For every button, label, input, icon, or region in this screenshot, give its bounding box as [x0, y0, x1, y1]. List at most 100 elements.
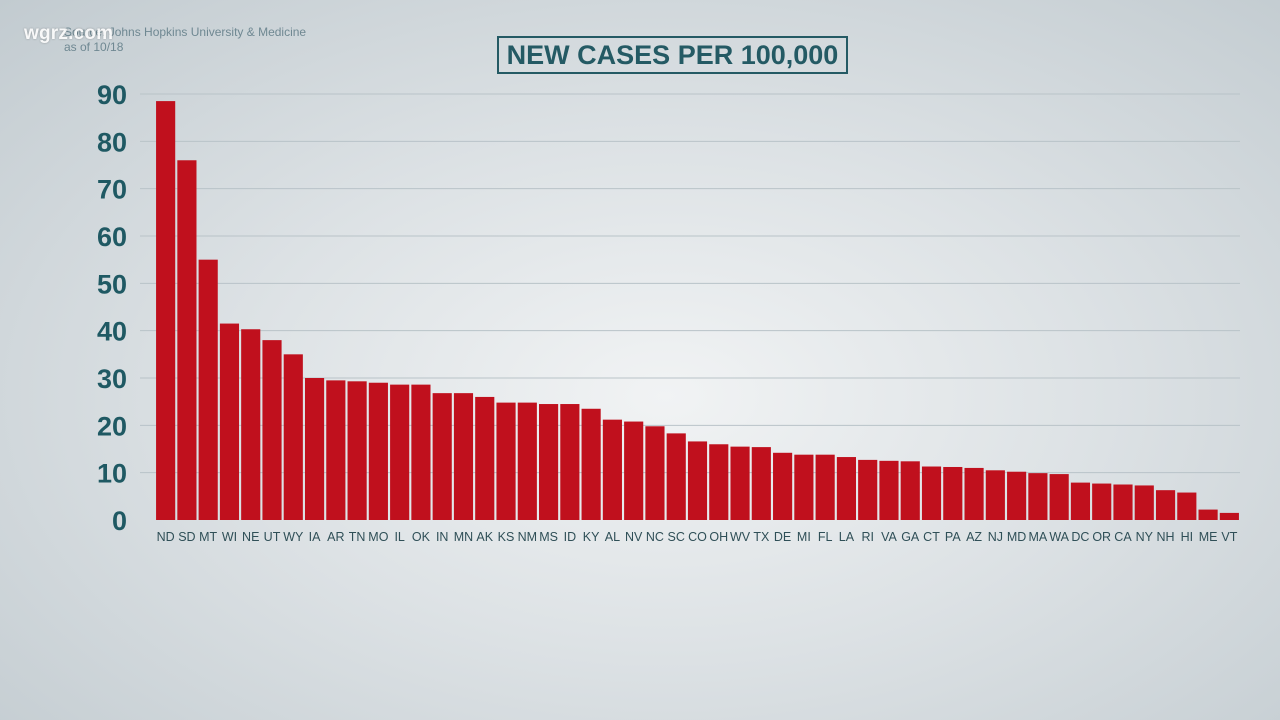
- x-tick-label: TN: [349, 530, 366, 544]
- bar-va: [879, 460, 899, 520]
- x-tick-label: NV: [625, 530, 643, 544]
- x-axis-ticks: ND SD MT WI NE UT WY IA AR TN MO IL OK IN MN AK KS NM MS ID…: [157, 530, 1238, 544]
- x-tick-label: OR: [1092, 530, 1111, 544]
- x-tick-label: AR: [327, 530, 344, 544]
- y-tick-label: 20: [97, 411, 127, 441]
- bar-ca: [1113, 484, 1133, 520]
- y-tick-label: 30: [97, 364, 127, 394]
- x-tick-label: NE: [242, 530, 259, 544]
- bars: [156, 101, 1239, 520]
- x-tick-label: ND: [157, 530, 175, 544]
- y-tick-label: 10: [97, 459, 127, 489]
- bar-fl: [815, 454, 835, 520]
- x-tick-label: VA: [881, 530, 897, 544]
- x-tick-label: MN: [454, 530, 473, 544]
- bar-sd: [177, 160, 197, 520]
- bar-al: [602, 419, 622, 520]
- bar-nj: [985, 470, 1005, 520]
- x-tick-label: ME: [1199, 530, 1218, 544]
- x-tick-label: SC: [668, 530, 685, 544]
- x-tick-label: MA: [1029, 530, 1048, 544]
- chart-title-box: NEW CASES PER 100,000: [497, 36, 848, 74]
- x-tick-label: VT: [1221, 530, 1237, 544]
- bar-az: [964, 467, 984, 520]
- bar-oh: [709, 444, 729, 520]
- x-tick-label: MT: [199, 530, 217, 544]
- x-tick-label: CA: [1114, 530, 1132, 544]
- x-tick-label: NC: [646, 530, 664, 544]
- x-tick-label: HI: [1181, 530, 1194, 544]
- x-tick-label: IN: [436, 530, 449, 544]
- bar-wv: [730, 446, 750, 520]
- bar-in: [432, 393, 452, 520]
- bar-id: [560, 404, 580, 520]
- x-tick-label: GA: [901, 530, 920, 544]
- bar-or: [1092, 483, 1112, 520]
- bar-ms: [539, 404, 559, 520]
- source-line: Source: Johns Hopkins University & Medic…: [64, 25, 307, 39]
- bar-mi: [794, 454, 814, 520]
- x-tick-label: IL: [394, 530, 404, 544]
- x-tick-label: TX: [753, 530, 770, 544]
- bar-ri: [858, 459, 878, 520]
- x-tick-label: NY: [1136, 530, 1154, 544]
- bar-ar: [326, 380, 346, 520]
- bar-sc: [666, 433, 686, 520]
- x-tick-label: NM: [518, 530, 537, 544]
- x-tick-label: MO: [368, 530, 388, 544]
- x-tick-label: MS: [539, 530, 558, 544]
- bar-me: [1198, 509, 1218, 520]
- y-tick-label: 80: [97, 127, 127, 157]
- bar-ia: [304, 378, 325, 520]
- bar-ks: [496, 402, 516, 520]
- bar-ky: [581, 408, 601, 520]
- gridlines: [140, 93, 1240, 474]
- x-tick-label: AL: [605, 530, 620, 544]
- x-tick-label: FL: [818, 530, 833, 544]
- chart-title: NEW CASES PER 100,000: [506, 39, 839, 70]
- bar-ne: [241, 329, 261, 520]
- x-tick-label: CT: [923, 530, 940, 544]
- y-tick-label: 60: [97, 222, 127, 252]
- bar-de: [773, 452, 793, 520]
- x-tick-label: PA: [945, 530, 961, 544]
- bar-nd: [156, 101, 176, 520]
- bar-nh: [1155, 490, 1176, 520]
- bar-wi: [219, 323, 240, 520]
- x-tick-label: KS: [498, 530, 515, 544]
- x-tick-label: DE: [774, 530, 791, 544]
- bar-nm: [517, 402, 537, 520]
- x-tick-label: NH: [1157, 530, 1175, 544]
- x-tick-label: DC: [1071, 530, 1089, 544]
- x-tick-label: WA: [1049, 530, 1069, 544]
- bar-tx: [751, 447, 771, 520]
- bar-hi: [1177, 492, 1197, 520]
- x-tick-label: WV: [730, 530, 751, 544]
- bar-mn: [453, 393, 474, 520]
- bar-vt: [1219, 512, 1239, 520]
- bar-ma: [1028, 473, 1048, 520]
- x-tick-label: RI: [861, 530, 874, 544]
- bar-ct: [921, 466, 942, 520]
- x-tick-label: WY: [283, 530, 304, 544]
- bar-ut: [262, 340, 282, 520]
- x-tick-label: UT: [264, 530, 281, 544]
- y-tick-label: 0: [112, 506, 127, 536]
- bar-mt: [198, 259, 218, 520]
- x-tick-label: AK: [476, 530, 493, 544]
- x-tick-label: OH: [709, 530, 728, 544]
- source-note: Source: Johns Hopkins University & Medic…: [64, 25, 306, 55]
- x-tick-label: WI: [222, 530, 237, 544]
- source-date: as of 10/18: [64, 40, 124, 54]
- x-tick-label: ID: [564, 530, 577, 544]
- bar-ok: [411, 384, 431, 520]
- station-logo: wgrz.com: [24, 23, 114, 44]
- y-tick-label: 50: [97, 269, 127, 299]
- y-tick-label: 40: [97, 317, 127, 347]
- bar-nc: [645, 426, 665, 520]
- bar-mo: [368, 382, 388, 520]
- x-tick-label: OK: [412, 530, 431, 544]
- bar-ak: [475, 396, 495, 520]
- bar-wa: [1049, 474, 1069, 520]
